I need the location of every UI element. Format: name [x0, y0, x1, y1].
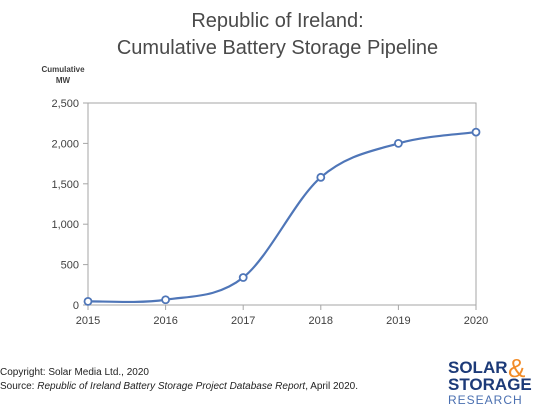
- source-title: Republic of Ireland Battery Storage Proj…: [37, 381, 306, 392]
- y-tick-label: 1,500: [51, 179, 79, 191]
- x-tick-label: 2018: [309, 315, 333, 327]
- x-tick-label: 2015: [76, 315, 100, 327]
- source-suffix: , April 2020.: [305, 381, 358, 392]
- y-tick-label: 1,000: [51, 219, 79, 231]
- y-tick-label: 2,000: [51, 138, 79, 150]
- data-point: [393, 138, 403, 148]
- logo-ampersand: &: [508, 353, 526, 383]
- data-point: [161, 295, 171, 305]
- chart-axes: [83, 102, 477, 310]
- chart-series: [83, 127, 481, 306]
- logo-research-text: RESEARCH: [448, 393, 523, 407]
- data-point: [238, 273, 248, 282]
- data-point: [83, 296, 93, 306]
- chart-title-line2: Cumulative Battery Storage Pipeline: [116, 37, 439, 59]
- series-line: [87, 130, 477, 304]
- solar-storage-research-logo: SOLAR & STORAGE RESEARCH: [448, 353, 553, 408]
- logo-solar-text: SOLAR: [448, 358, 508, 377]
- y-axis-label-line1: Cumulative: [41, 65, 85, 74]
- x-tick-label: 2020: [464, 315, 488, 327]
- data-point: [471, 127, 481, 137]
- x-tick-label: 2019: [386, 315, 410, 327]
- x-tick-label: 2016: [153, 315, 177, 327]
- y-tick-label: 500: [61, 260, 79, 272]
- data-point: [316, 172, 326, 182]
- chart-tick-labels: 0 500 1,000 1,500 2,000 2,500 2015 2016 2017 2018…: [51, 98, 488, 327]
- chart-title-line1: Republic of Ireland:: [191, 10, 364, 32]
- plot-area-border: [87, 102, 477, 306]
- x-tick-label: 2017: [231, 315, 255, 327]
- y-axis-label-line2: MW: [55, 76, 71, 85]
- y-tick-label: 0: [73, 300, 79, 312]
- copyright-text: Copyright: Solar Media Ltd., 2020: [0, 367, 149, 378]
- source-text: Source: Republic of Ireland Battery Stor…: [0, 381, 358, 392]
- logo-storage-text: STORAGE: [448, 375, 532, 394]
- y-tick-label: 2,500: [51, 98, 79, 110]
- source-prefix: Source:: [0, 381, 38, 392]
